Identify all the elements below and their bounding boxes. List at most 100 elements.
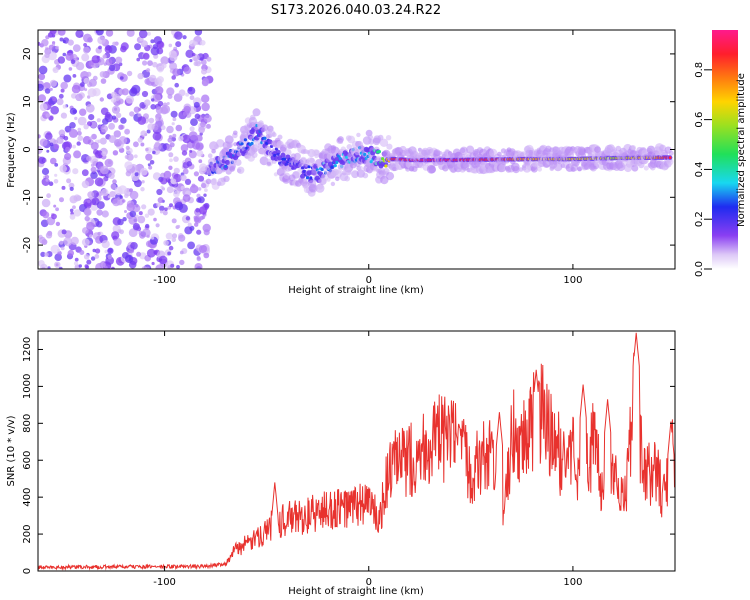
spectrogram-noise-blob <box>96 209 103 216</box>
spectrogram-noise-blob <box>57 30 66 36</box>
spectrogram-noise-blob <box>75 30 84 38</box>
spectrogram-halo <box>668 150 674 156</box>
spectrogram-noise-blob <box>134 179 142 188</box>
spectrogram-noise-blob <box>200 59 207 66</box>
spectrogram-noise-blob <box>128 228 138 238</box>
spectrogram-halo <box>237 166 245 174</box>
spectrogram-noise-blob <box>45 178 49 182</box>
spectrogram-noise-blob <box>101 210 109 218</box>
spectrogram-noise-blob <box>59 240 64 245</box>
spectrogram-noise-blob <box>68 128 78 138</box>
spectrogram-noise-blob <box>137 137 143 143</box>
spectrogram-noise-blob <box>200 40 206 46</box>
spectrogram-noise-blob <box>171 237 177 242</box>
spectrogram-noise-blob <box>113 130 122 138</box>
snr-x-tick-label: -100 <box>153 577 176 588</box>
spectrogram-noise-blob <box>203 252 210 259</box>
figure-title: S173.2026.040.03.24.R22 <box>271 3 441 18</box>
spectrogram-noise-blob <box>79 250 85 255</box>
spectrogram-noise-blob <box>136 57 140 62</box>
spectrogram-noise-blob <box>196 193 201 198</box>
spectrogram-noise-blob <box>84 209 92 217</box>
spectrogram-noise-blob <box>53 204 57 208</box>
spectrogram-noise-blob <box>187 241 196 250</box>
spectrogram-ridge-edge <box>300 173 306 179</box>
spectrogram-noise-blob <box>63 115 67 119</box>
spectrogram-halo <box>666 158 674 166</box>
spectrogram-noise-blob <box>38 94 46 103</box>
spectrogram-noise-blob <box>147 208 155 216</box>
spectrogram-noise-blob <box>49 79 58 87</box>
spectrogram-noise-blob <box>65 146 71 152</box>
spectrogram-halo <box>300 156 307 164</box>
spectrogram-noise-blob <box>50 244 60 254</box>
spectrogram-noise-blob <box>88 78 97 87</box>
spectrogram-marks <box>38 30 674 269</box>
spectrogram-noise-blob <box>119 229 124 235</box>
spectrogram-noise-blob <box>71 93 77 99</box>
spectrogram-noise-blob <box>101 151 107 157</box>
spectrogram-noise-blob <box>122 217 127 222</box>
spectrogram-noise-blob <box>57 250 62 256</box>
spectrogram-noise-blob <box>72 74 77 78</box>
spectrogram-x-ticks: -100 0 100 <box>153 30 582 286</box>
spectrogram-noise-blob <box>146 248 156 258</box>
spectrogram-halo <box>266 161 272 166</box>
spectrogram-noise-blob <box>161 187 166 191</box>
spectrogram-noise-blob <box>195 207 200 213</box>
spectrogram-noise-blob <box>86 71 92 77</box>
spectrogram-noise-blob <box>100 262 106 268</box>
spectrogram-noise-blob <box>56 136 64 144</box>
spectrogram-noise-blob <box>128 260 137 269</box>
spectrogram-noise-blob <box>87 88 97 98</box>
spectrogram-noise-blob <box>150 104 156 110</box>
spectrogram-noise-blob <box>108 135 117 144</box>
spectrogram-noise-blob <box>137 116 147 125</box>
spectrogram-halo <box>317 183 324 190</box>
spectrogram-noise-blob <box>104 45 113 54</box>
spectrogram-noise-blob <box>140 130 147 137</box>
spectrogram-noise-blob <box>158 82 163 87</box>
spectrogram-noise-blob <box>69 107 77 115</box>
spectrogram-noise-blob <box>70 236 79 245</box>
spectrogram-halo <box>386 143 393 150</box>
spectrogram-halo <box>297 168 303 175</box>
spectrogram-noise-blob <box>182 35 187 40</box>
spectrogram-noise-blob <box>168 165 173 170</box>
spectrogram-noise-blob <box>58 93 64 99</box>
spectrogram-noise-blob <box>83 43 87 47</box>
spectrogram-halo <box>497 151 502 157</box>
spectrogram-ridge-edge <box>280 152 286 158</box>
spectrogram-noise-blob <box>165 177 171 183</box>
spectrogram-noise-blob <box>83 253 90 260</box>
spectrogram-noise-blob <box>112 115 117 120</box>
spectrogram-ridge-point <box>243 138 247 142</box>
snr-y-tick-label: 800 <box>22 414 33 433</box>
colorbar-ticks: 0.0 0.2 0.4 0.6 0.8 <box>694 62 712 277</box>
spectrogram-noise-blob <box>88 114 95 121</box>
spectrogram-ridge-point <box>384 164 388 168</box>
spectrogram-noise-blob <box>198 206 208 215</box>
snr-y-label: SNR (10 * v/v) <box>6 415 17 486</box>
spectrogram-noise-blob <box>182 111 188 117</box>
spectrogram-noise-blob <box>151 236 155 240</box>
colorbar-gradient <box>712 30 738 269</box>
spectrogram-halo <box>223 175 230 183</box>
spectrogram-noise-blob <box>44 88 51 94</box>
spectrogram-noise-blob <box>158 255 168 265</box>
spectrogram-noise-blob <box>38 134 41 139</box>
spectrogram-noise-blob <box>62 52 67 57</box>
snr-y-tick-label: 0 <box>22 568 33 574</box>
spectrogram-noise-blob <box>166 125 174 134</box>
spectrogram-halo <box>277 134 283 140</box>
spectrogram-noise-blob <box>151 261 155 266</box>
spectrogram-noise-blob <box>90 142 99 150</box>
spectrogram-noise-blob <box>96 221 103 228</box>
spectrogram-noise-blob <box>96 118 101 123</box>
spectrogram-noise-blob <box>96 169 100 173</box>
spectrogram-noise-blob <box>183 66 192 75</box>
spectrogram-noise-blob <box>45 113 51 118</box>
spectrogram-noise-blob <box>102 54 107 59</box>
spectrogram-noise-blob <box>53 143 60 150</box>
spectrogram-noise-blob <box>203 114 212 123</box>
